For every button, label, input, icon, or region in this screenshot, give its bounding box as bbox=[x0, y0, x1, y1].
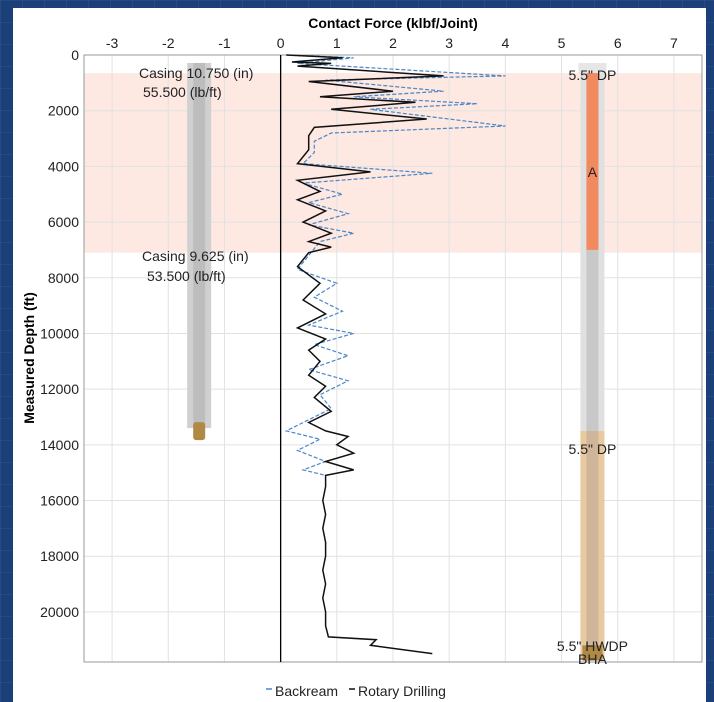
x-tick-label: 1 bbox=[333, 35, 341, 51]
hwdp-inner bbox=[586, 430, 599, 660]
y-tick-label: 4000 bbox=[48, 158, 79, 174]
y-tick-label: 20000 bbox=[40, 604, 79, 620]
x-tick-label: 2 bbox=[389, 35, 397, 51]
y-tick-label: 12000 bbox=[40, 381, 79, 397]
plot-area: -3 -2 -1 0 1 2 3 4 5 6 7 0 2000 4000 6000 8000 10000 1200… bbox=[40, 35, 703, 667]
contact-force-chart: Contact Force (klbf/Joint) Measured Dept… bbox=[21, 15, 703, 699]
casing-shoe bbox=[193, 422, 206, 441]
x-tick-label: 3 bbox=[445, 35, 453, 51]
x-tick-label: 5 bbox=[558, 35, 566, 51]
legend: Backream Rotary Drilling bbox=[266, 683, 446, 699]
chart-panel: Contact Force (klbf/Joint) Measured Dept… bbox=[13, 8, 706, 702]
y-tick-label: 0 bbox=[71, 47, 79, 63]
x-tick-label: 0 bbox=[277, 35, 285, 51]
string-label-A: A bbox=[588, 164, 598, 180]
casing-2-size-label: Casing 9.625 (in) bbox=[142, 248, 249, 264]
y-tick-label: 16000 bbox=[40, 493, 79, 509]
y-tick-label: 6000 bbox=[48, 214, 79, 230]
string-label-bha: BHA bbox=[578, 651, 607, 667]
y-tick-label: 14000 bbox=[40, 437, 79, 453]
y-tick-label: 2000 bbox=[48, 103, 79, 119]
casing-2-weight-label: 53.500 (lb/ft) bbox=[147, 268, 226, 284]
legend-label-backream: Backream bbox=[275, 683, 338, 699]
drill-pipe-top bbox=[578, 63, 607, 74]
x-tick-label: -2 bbox=[162, 35, 175, 51]
bha-block bbox=[582, 645, 603, 661]
x-axis-title: Contact Force (klbf/Joint) bbox=[308, 15, 478, 31]
y-tick-label: 8000 bbox=[48, 270, 79, 286]
x-tick-label: 7 bbox=[670, 35, 678, 51]
casing-1-size-label: Casing 10.750 (in) bbox=[139, 65, 253, 81]
y-tick-label: 10000 bbox=[40, 325, 79, 341]
casing-1-weight-label: 55.500 (lb/ft) bbox=[143, 84, 222, 100]
string-label-dp-lower: 5.5" DP bbox=[569, 441, 617, 457]
series-line-rotary-drilling bbox=[286, 54, 444, 655]
x-tick-label: 6 bbox=[614, 35, 622, 51]
string-label-hwdp: 5.5" HWDP bbox=[557, 638, 628, 654]
y-tick-label: 18000 bbox=[40, 548, 79, 564]
x-tick-label: -3 bbox=[106, 35, 119, 51]
y-axis-title: Measured Depth (ft) bbox=[21, 292, 37, 423]
x-tick-label: 4 bbox=[501, 35, 509, 51]
interval-A-marker bbox=[586, 73, 599, 250]
x-tick-label: -1 bbox=[218, 35, 231, 51]
string-label-dp-top: 5.5" DP bbox=[569, 67, 617, 83]
plot-frame bbox=[83, 54, 703, 663]
legend-label-rotary-drilling: Rotary Drilling bbox=[358, 683, 446, 699]
casing-inner bbox=[193, 63, 206, 429]
